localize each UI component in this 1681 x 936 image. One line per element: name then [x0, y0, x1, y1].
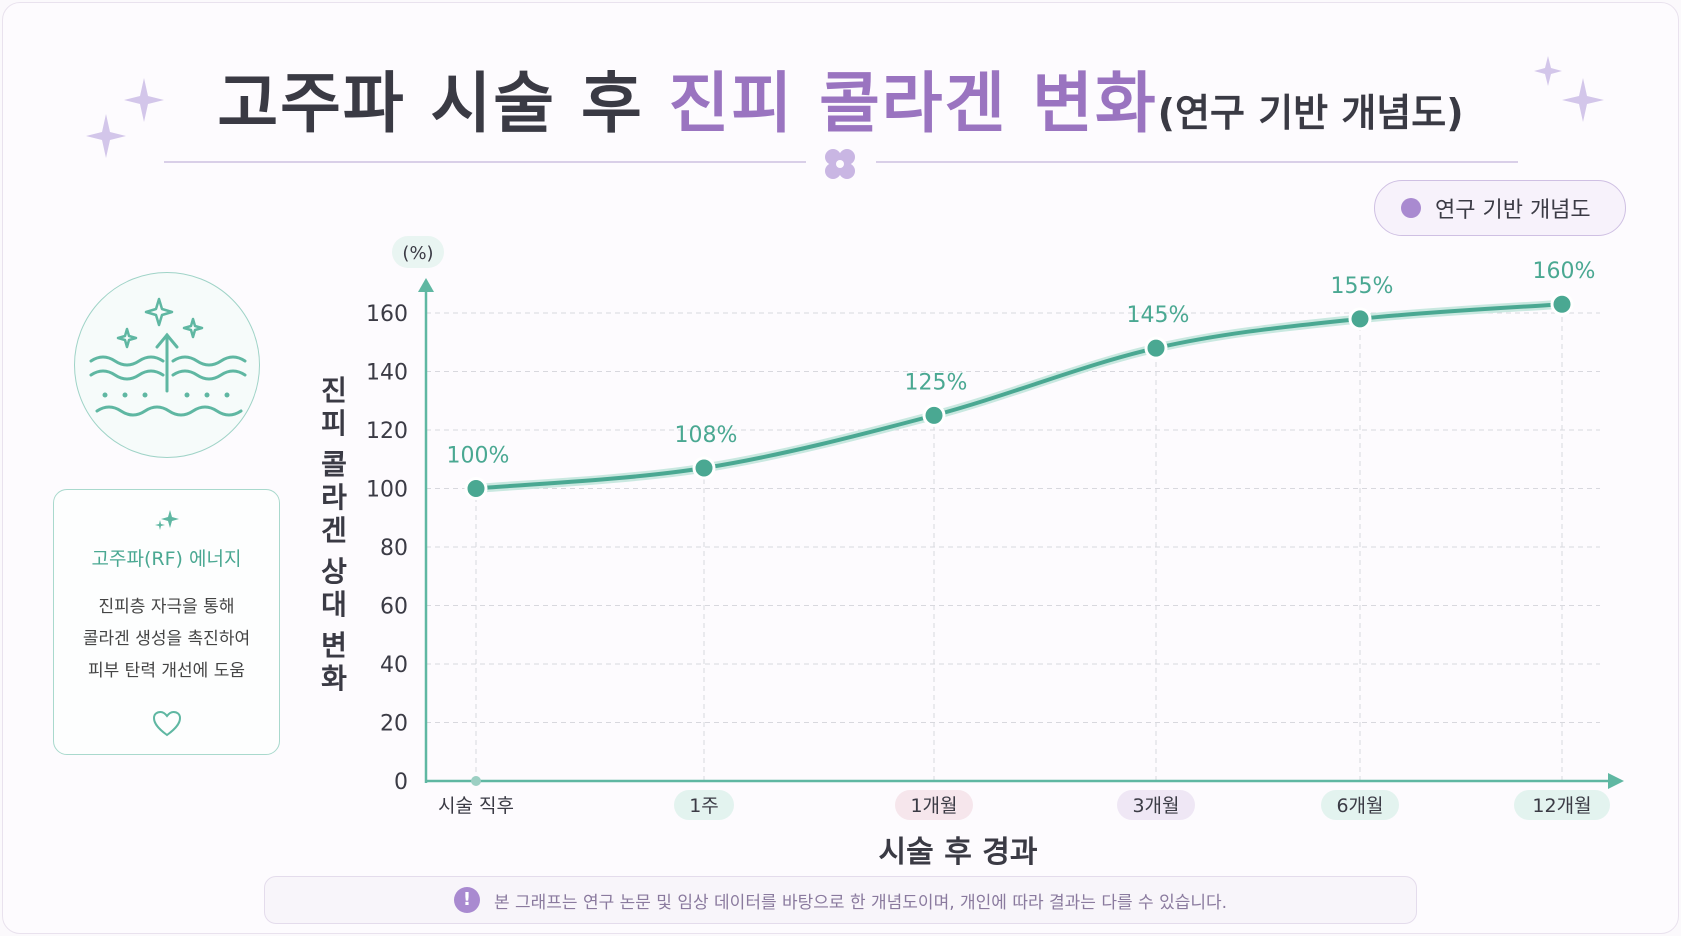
data-label: 100%: [447, 444, 510, 469]
y-axis-title-char: 겐: [321, 514, 347, 547]
y-axis-title-char: 대: [321, 588, 347, 621]
y-axis-title-char: 피: [321, 407, 347, 440]
y-axis-arrow: [418, 278, 434, 292]
title-main: 고주파 시술 후: [217, 65, 669, 142]
disclaimer-note: ! 본 그래프는 연구 논문 및 임상 데이터를 바탕으로 한 개념도이며, 개…: [264, 876, 1417, 924]
x-tick-label: 시술 직후: [438, 795, 514, 817]
y-tick-label: 80: [380, 536, 408, 561]
data-point: [1144, 336, 1168, 360]
data-point: [464, 477, 488, 500]
y-tick-label: 100: [366, 478, 408, 503]
data-point: [1348, 307, 1372, 331]
x-axis-title: 시술 후 경과: [879, 835, 1038, 870]
y-axis-title-char: 변: [321, 629, 347, 662]
card-line: 콜라겐 생성을 촉진하여: [82, 629, 251, 649]
y-tick-label: 0: [394, 770, 408, 795]
x-tick-label: 1개월: [910, 795, 957, 817]
y-unit-pill: [392, 236, 444, 268]
y-unit: (%): [402, 243, 433, 264]
skin-rf-icon: [89, 297, 247, 417]
warning-icon: !: [453, 887, 480, 913]
series-line: [474, 302, 1564, 491]
data-label: 160%: [1533, 259, 1596, 284]
data-label: 155%: [1331, 274, 1394, 299]
y-axis-title-char: 상: [321, 555, 347, 588]
x-tick-pill: [1321, 790, 1399, 820]
flower-icon: [825, 149, 855, 179]
y-tick-label: 40: [380, 653, 408, 678]
data-point: [922, 403, 946, 427]
y-axis-title-char: 화: [321, 662, 347, 695]
disclaimer-text: 본 그래프는 연구 논문 및 임상 데이터를 바탕으로 한 개념도이며, 개인에…: [493, 892, 1228, 913]
x-tick-pill: [1514, 790, 1610, 820]
x-tick-label: 12개월: [1532, 795, 1591, 817]
concept-badge: 연구 기반 개념도: [1374, 180, 1626, 236]
heart-icon: [152, 710, 182, 737]
card-line: 진피층 자극을 통해: [98, 597, 235, 617]
data-label: 145%: [1127, 303, 1190, 328]
card-line: 피부 탄력 개선에 도움: [88, 661, 245, 681]
series-line-glow: [471, 299, 1567, 493]
x-tick-pill: [1117, 790, 1195, 820]
y-tick-label: 60: [380, 595, 408, 620]
data-label: 108%: [675, 423, 738, 448]
data-point: [692, 456, 716, 480]
y-tick-label: 160: [366, 302, 408, 327]
card-title: 고주파(RF) 에너지: [91, 548, 242, 570]
x-tick-pill: [895, 790, 973, 820]
title-subtitle: (연구 기반 개념도): [1157, 91, 1464, 135]
divider-right: [876, 161, 1518, 163]
y-tick-label: 120: [366, 419, 408, 444]
y-axis-title-char: 진: [321, 374, 347, 407]
x-tick-label: 6개월: [1336, 795, 1383, 817]
rf-energy-card: 고주파(RF) 에너지 진피층 자극을 통해 콜라겐 생성을 촉진하여 피부 탄…: [53, 489, 280, 755]
data-point: [1550, 292, 1574, 316]
y-tick-label: 140: [366, 361, 408, 386]
title-highlight: 진피 콜라겐 변화: [668, 65, 1158, 142]
y-axis-title-char: 라: [321, 481, 347, 514]
badge-dot: [1401, 198, 1421, 218]
divider-left: [164, 161, 806, 163]
y-tick-label: 20: [380, 712, 408, 737]
x-tick-pill: [674, 790, 734, 820]
x-axis-arrow: [1608, 773, 1624, 789]
page-title: 고주파 시술 후 진피 콜라겐 변화(연구 기반 개념도): [0, 50, 1681, 146]
x-tick-label: 1주: [689, 795, 719, 817]
x-tick-label: 3개월: [1132, 795, 1179, 817]
origin-dot: [471, 776, 481, 786]
sparkle-icon: [86, 78, 164, 158]
data-label: 125%: [905, 370, 968, 395]
badge-label: 연구 기반 개념도: [1435, 198, 1591, 223]
skin-layer-icon: [74, 272, 260, 458]
sparkle-icon: [1534, 56, 1604, 122]
sparkle-icon: [155, 510, 179, 530]
y-axis-title-char: 콜: [321, 448, 347, 481]
